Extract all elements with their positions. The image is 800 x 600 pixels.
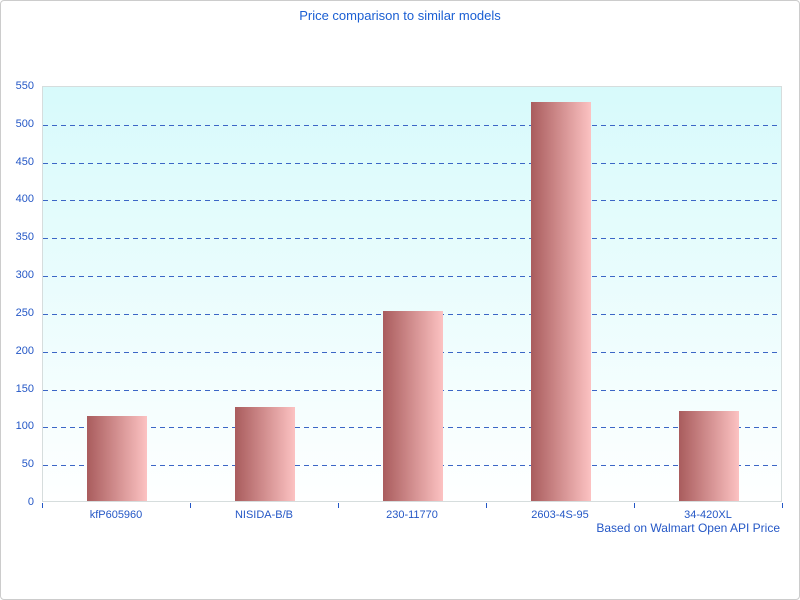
bar-230-11770 xyxy=(383,311,443,501)
x-axis-label-230-11770: 230-11770 xyxy=(386,509,438,521)
y-axis-label-500: 500 xyxy=(15,117,34,130)
y-axis-label-550: 550 xyxy=(15,80,34,92)
x-axis-label-kfP605960: kfP605960 xyxy=(89,509,143,521)
y-axis-label-400: 400 xyxy=(15,193,34,206)
bar-NISIDA-B/B xyxy=(235,407,295,501)
x-axis-tick xyxy=(42,503,43,508)
gridline-500 xyxy=(43,124,781,126)
bar-34-420XL xyxy=(679,411,739,501)
x-axis-label-2603-4S-95: 2603-4S-95 xyxy=(531,509,589,521)
y-axis-label-100: 100 xyxy=(15,420,34,433)
bar-2603-4S-95 xyxy=(531,102,591,501)
plot-area xyxy=(42,86,782,502)
gridline-450 xyxy=(43,162,781,164)
x-axis-label-34-420XL: 34-420XL xyxy=(684,509,732,521)
y-axis-label-250: 250 xyxy=(15,306,34,319)
x-axis-tick xyxy=(338,503,339,508)
y-axis-label-0: 0 xyxy=(27,496,34,508)
y-axis-label-450: 450 xyxy=(15,155,34,168)
x-axis-tick xyxy=(190,503,191,508)
gridline-350 xyxy=(43,238,781,240)
y-axis-label-150: 150 xyxy=(15,382,34,395)
x-axis-tick xyxy=(486,503,487,508)
chart-title: Price comparison to similar models xyxy=(299,8,501,23)
y-axis-label-50: 50 xyxy=(21,458,34,471)
x-axis-tick xyxy=(634,503,635,508)
bar-kfP605960 xyxy=(87,415,147,501)
gridline-300 xyxy=(43,276,781,278)
y-axis-label-300: 300 xyxy=(15,269,34,282)
y-axis-label-200: 200 xyxy=(15,344,34,357)
x-axis-label-NISIDA-B/B: NISIDA-B/B xyxy=(234,509,294,521)
source-note: Based on Walmart Open API Price xyxy=(596,521,780,535)
gridline-400 xyxy=(43,200,781,202)
y-axis-label-350: 350 xyxy=(15,231,34,244)
x-axis-tick xyxy=(782,503,783,508)
